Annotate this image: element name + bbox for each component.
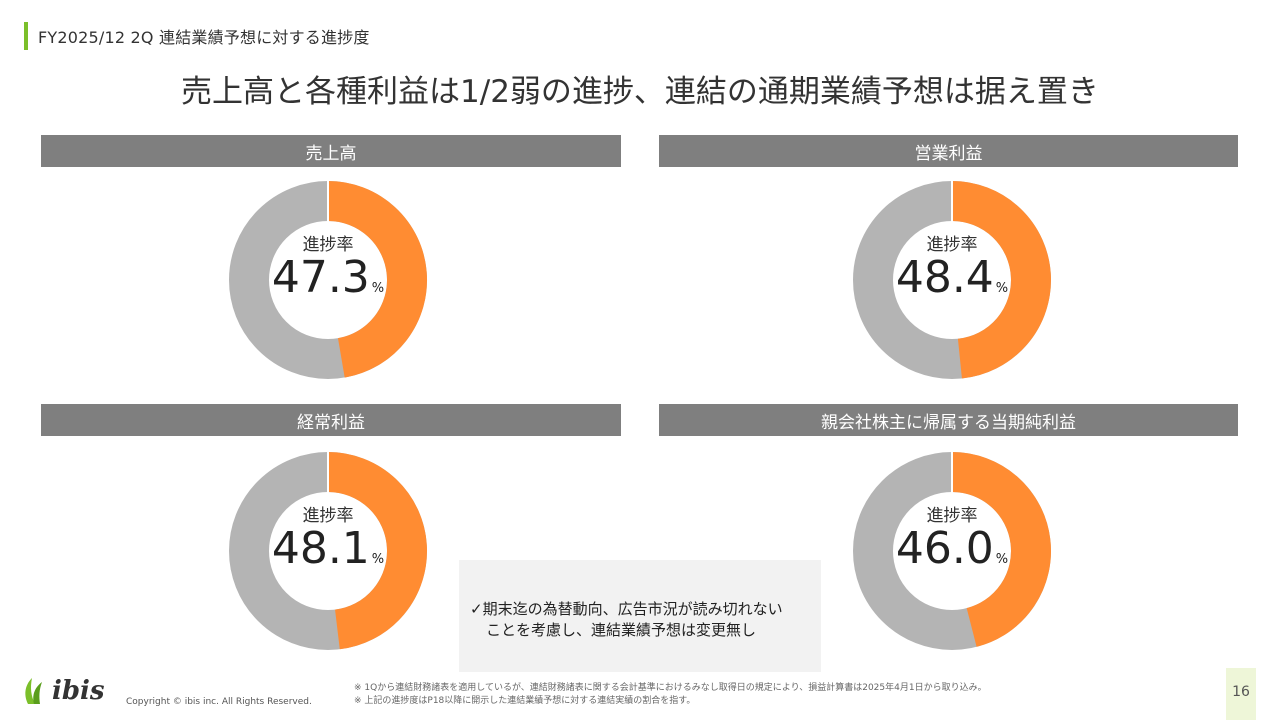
progress-value: 48.4% <box>852 252 1052 303</box>
progress-value: 47.3% <box>228 252 428 303</box>
progress-number: 48.1 <box>271 523 370 574</box>
progress-caption: 進捗率 <box>926 235 978 255</box>
progress-caption: 進捗率 <box>926 506 978 526</box>
progress-caption: 進捗率 <box>302 506 354 526</box>
panel-header-operating-profit: 営業利益 <box>659 135 1238 167</box>
copyright-text: Copyright © ibis inc. All Rights Reserve… <box>126 697 312 707</box>
section-label: FY2025/12 2Q 連結業績予想に対する進捗度 <box>38 28 370 47</box>
progress-value: 48.1% <box>228 523 428 574</box>
slide-title: 売上高と各種利益は1/2弱の進捗、連結の通期業績予想は据え置き <box>181 74 1099 110</box>
donut-chart-ordinary-profit: 進捗率 48.1% <box>228 451 428 651</box>
leaf-icon <box>25 678 42 704</box>
donut-progress-arc <box>327 452 428 650</box>
donut-progress-arc <box>951 181 1051 379</box>
donut-chart-sales: 進捗率 47.3% <box>228 180 428 380</box>
note-line-2: ことを考慮し、連結業績予想は変更無し <box>486 621 757 639</box>
header-accent-bar <box>24 22 28 50</box>
note-line-1: ✓期末迄の為替動向、広告市況が読み切れない <box>470 600 783 618</box>
progress-number: 47.3 <box>271 252 370 303</box>
donut-chart-net-income: 進捗率 46.0% <box>852 451 1052 651</box>
logo-wordmark: ibis <box>52 676 105 706</box>
footnote-1: ※ 1Qから連結財務諸表を適用しているが、連結財務諸表に関する会計基準におけるみ… <box>354 683 987 693</box>
footnote-2: ※ 上記の進捗度はP18以降に開示した連結業績予想に対する連結実績の割合を指す。 <box>354 696 696 706</box>
progress-unit: % <box>371 552 385 567</box>
page-number: 16 <box>1232 684 1250 700</box>
donut-progress-arc <box>327 181 428 378</box>
panel-header-ordinary-profit: 経常利益 <box>41 404 621 436</box>
donut-chart-operating-profit: 進捗率 48.4% <box>852 180 1052 380</box>
progress-number: 48.4 <box>895 252 994 303</box>
progress-number: 46.0 <box>895 523 994 574</box>
note-box <box>459 560 821 672</box>
progress-value: 46.0% <box>852 523 1052 574</box>
panel-header-net-income: 親会社株主に帰属する当期純利益 <box>659 404 1238 436</box>
progress-unit: % <box>995 552 1009 567</box>
donut-progress-arc <box>951 452 1051 647</box>
ibis-logo: ibis <box>22 676 105 706</box>
progress-unit: % <box>995 281 1009 296</box>
panel-header-sales: 売上高 <box>41 135 621 167</box>
progress-unit: % <box>371 281 385 296</box>
page-number-box <box>1226 668 1256 720</box>
progress-caption: 進捗率 <box>302 235 354 255</box>
